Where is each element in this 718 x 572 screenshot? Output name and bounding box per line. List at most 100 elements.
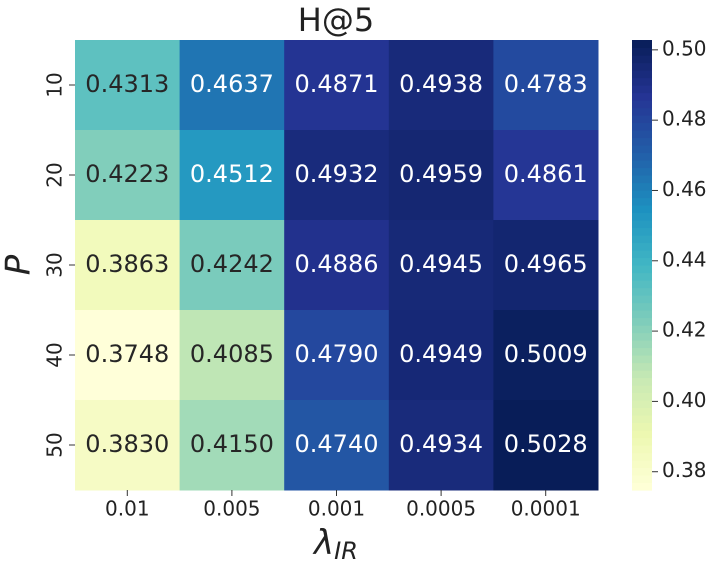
colorbar-segment: [632, 280, 652, 289]
x-axis-label: λIR: [312, 523, 358, 566]
colorbar-segment: [632, 175, 652, 184]
colorbar-segment: [632, 77, 652, 86]
colorbar-segment: [632, 160, 652, 169]
cell-label: 0.4949: [399, 340, 483, 368]
colorbar-segment: [632, 137, 652, 146]
cell-label: 0.4085: [190, 340, 274, 368]
colorbar-tick-label: 0.50: [662, 36, 707, 60]
x-tick-label: 0.0005: [406, 497, 476, 521]
x-label-symbol: λ: [312, 523, 334, 563]
heatmap-cell: [75, 130, 181, 221]
heatmap-cell: [179, 400, 285, 491]
cell-label: 0.5028: [504, 430, 588, 458]
heatmap-cell: [284, 400, 390, 491]
colorbar-segment: [632, 40, 652, 49]
colorbar-segment: [632, 370, 652, 379]
cell-label: 0.4886: [295, 250, 379, 278]
colorbar-segment: [632, 385, 652, 394]
colorbar-segment: [632, 475, 652, 484]
cell-label: 0.4313: [85, 70, 169, 98]
colorbar-segment: [632, 100, 652, 109]
cell-label: 0.5009: [504, 340, 588, 368]
y-axis-label: P: [0, 254, 39, 275]
cell-label: 0.4223: [85, 160, 169, 188]
colorbar-segment: [632, 107, 652, 116]
heatmap-cell: [284, 220, 390, 311]
colorbar-segment: [632, 355, 652, 364]
heatmap-cell: [284, 130, 390, 221]
heatmap-cell: [179, 220, 285, 311]
cell-label: 0.3863: [85, 250, 169, 278]
colorbar-tick-label: 0.40: [662, 388, 707, 412]
heatmap-cell: [284, 310, 390, 401]
cell-label: 0.4242: [190, 250, 274, 278]
x-tick-label: 0.001: [308, 497, 365, 521]
heatmap-cell: [388, 400, 494, 491]
colorbar-segment: [632, 92, 652, 101]
colorbar-tick-label: 0.44: [662, 247, 707, 271]
cell-label: 0.4945: [399, 250, 483, 278]
cell-label: 0.3830: [85, 430, 169, 458]
colorbar-tick-label: 0.42: [662, 318, 707, 342]
heatmap-cell: [75, 220, 181, 311]
colorbar-segment: [632, 340, 652, 349]
colorbar-segment: [632, 265, 652, 274]
colorbar-segment: [632, 47, 652, 56]
cell-label: 0.4934: [399, 430, 483, 458]
cell-label: 0.4783: [504, 70, 588, 98]
colorbar-tick-label: 0.46: [662, 177, 707, 201]
colorbar-segment: [632, 377, 652, 386]
colorbar-segment: [632, 295, 652, 304]
colorbar-segment: [632, 235, 652, 244]
x-tick-label: 0.0001: [511, 497, 581, 521]
colorbar-segment: [632, 415, 652, 424]
cell-label: 0.4150: [190, 430, 274, 458]
heatmap-cell: [75, 310, 181, 401]
colorbar-tick-label: 0.48: [662, 107, 707, 131]
heatmap-cell: [493, 400, 599, 491]
x-tick-label: 0.01: [105, 497, 150, 521]
colorbar-segment: [632, 422, 652, 431]
colorbar-segment: [632, 130, 652, 139]
colorbar-segment: [632, 62, 652, 71]
colorbar-segment: [632, 197, 652, 206]
cell-label: 0.4512: [190, 160, 274, 188]
colorbar-segment: [632, 272, 652, 281]
colorbar-segment: [632, 302, 652, 311]
heatmap-cell: [75, 400, 181, 491]
heatmap-cell: [493, 40, 599, 131]
colorbar-segment: [632, 437, 652, 446]
heatmap-cell: [388, 310, 494, 401]
colorbar-tick-label: 0.38: [662, 458, 707, 482]
colorbar-segment: [632, 332, 652, 341]
cell-label: 0.4932: [295, 160, 379, 188]
y-tick-label: 40: [43, 342, 67, 367]
cell-label: 0.4938: [399, 70, 483, 98]
cell-label: 0.4861: [504, 160, 588, 188]
cell-label: 0.4959: [399, 160, 483, 188]
y-tick-label: 30: [43, 252, 67, 277]
colorbar-segment: [632, 70, 652, 79]
colorbar-segment: [632, 145, 652, 154]
colorbar-segment: [632, 212, 652, 221]
colorbar-segment: [632, 362, 652, 371]
heatmap-cell: [493, 130, 599, 221]
cell-label: 0.4871: [295, 70, 379, 98]
cell-label: 0.4965: [504, 250, 588, 278]
colorbar-segment: [632, 220, 652, 229]
heatmap-cell: [388, 220, 494, 311]
heatmap-cell: [179, 310, 285, 401]
colorbar-segment: [632, 347, 652, 356]
colorbar-segment: [632, 242, 652, 251]
colorbar-segment: [632, 287, 652, 296]
colorbar-segment: [632, 467, 652, 476]
colorbar-segment: [632, 182, 652, 191]
colorbar-segment: [632, 190, 652, 199]
colorbar-segment: [632, 407, 652, 416]
y-tick-label: 10: [43, 72, 67, 97]
y-tick-label: 50: [43, 432, 67, 457]
colorbar-segment: [632, 122, 652, 131]
colorbar-segment: [632, 257, 652, 266]
cell-label: 0.4637: [190, 70, 274, 98]
cell-label: 0.3748: [85, 340, 169, 368]
